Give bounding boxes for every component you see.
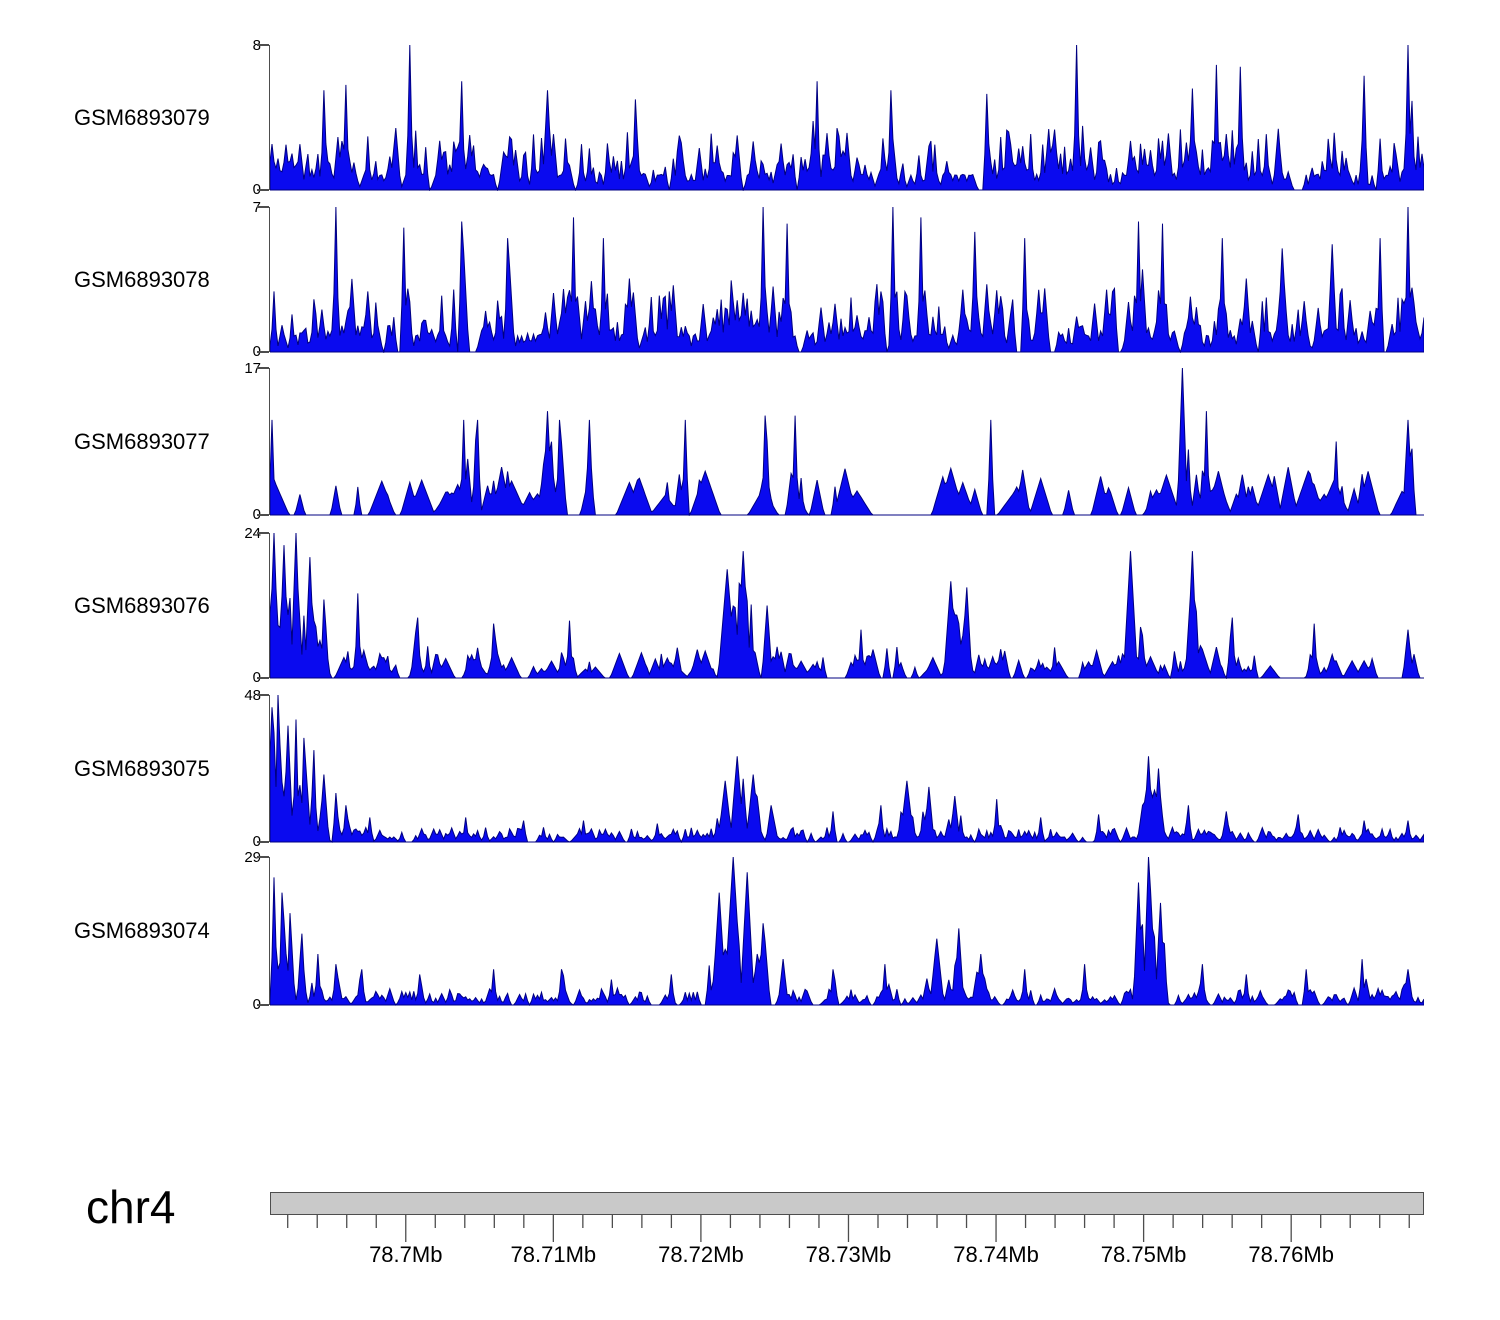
y-axis-line bbox=[268, 695, 270, 842]
y-axis-tick bbox=[256, 1004, 269, 1006]
y-max-label: 48 bbox=[244, 687, 261, 704]
y-axis-line bbox=[268, 368, 270, 515]
track-label: GSM6893075 bbox=[74, 755, 210, 781]
y-axis-line bbox=[268, 533, 270, 678]
axis-tick-label: 78.73Mb bbox=[806, 1242, 892, 1267]
y-axis-tick bbox=[256, 44, 269, 46]
y-max-label: 8 bbox=[191, 38, 261, 53]
axis-tick-label: 78.76Mb bbox=[1248, 1242, 1334, 1267]
y-min-label: 0 bbox=[191, 507, 261, 522]
y-axis-line bbox=[268, 857, 270, 1005]
y-axis-tick bbox=[256, 532, 269, 534]
track-label: GSM6893076 bbox=[74, 592, 210, 618]
y-min-label: 0 bbox=[191, 834, 261, 849]
y-axis-tick bbox=[256, 514, 269, 516]
y-min-label: 0 bbox=[191, 182, 261, 197]
axis-tick-label: 78.71Mb bbox=[511, 1242, 597, 1267]
signal-polygon bbox=[270, 45, 1424, 191]
signal-polygon bbox=[270, 857, 1424, 1006]
axis-tick-label: 78.75Mb bbox=[1101, 1242, 1187, 1267]
y-axis-line bbox=[268, 45, 270, 190]
y-axis-tick bbox=[256, 677, 269, 679]
y-max-label: 7 bbox=[191, 200, 261, 215]
y-axis-tick bbox=[256, 367, 269, 369]
chromosome-bar bbox=[270, 1192, 1424, 1215]
y-axis-tick bbox=[256, 841, 269, 843]
signal-polygon bbox=[270, 695, 1424, 843]
axis-tick-label: 78.74Mb bbox=[953, 1242, 1039, 1267]
y-max-label: 24 bbox=[244, 525, 261, 542]
y-min-label: 0 bbox=[191, 997, 261, 1012]
signal-polygon bbox=[270, 533, 1424, 679]
axis-tick-label: 78.7Mb bbox=[369, 1242, 442, 1267]
signal-area-GSM6893077 bbox=[270, 368, 1424, 516]
chromosome-label: chr4 bbox=[86, 1181, 176, 1233]
y-axis-tick bbox=[256, 694, 269, 696]
signal-polygon bbox=[270, 207, 1424, 353]
y-max-label: 29 bbox=[244, 849, 261, 866]
y-axis-tick bbox=[256, 856, 269, 858]
signal-area-GSM6893078 bbox=[270, 207, 1424, 353]
y-axis-tick bbox=[256, 206, 269, 208]
genome-axis-ruler: 78.7Mb 78.71Mb 78.72Mb 78.73Mb 78.74Mb 78.75M… bbox=[287, 1215, 1410, 1267]
signal-area-GSM6893074 bbox=[270, 857, 1424, 1006]
axis-tick-label: 78.72Mb bbox=[658, 1242, 744, 1267]
y-axis-tick bbox=[256, 189, 269, 191]
y-max-label: 17 bbox=[244, 360, 261, 377]
signal-area-GSM6893075 bbox=[270, 695, 1424, 843]
signal-polygon bbox=[270, 368, 1424, 516]
y-axis-line bbox=[268, 207, 270, 352]
track-label: GSM6893078 bbox=[74, 266, 210, 292]
track-label: GSM6893077 bbox=[74, 428, 210, 454]
y-axis-tick bbox=[256, 351, 269, 353]
track-label: GSM6893079 bbox=[74, 104, 210, 130]
y-min-label: 0 bbox=[191, 344, 261, 359]
y-min-label: 0 bbox=[191, 670, 261, 685]
track-label: GSM6893074 bbox=[74, 918, 210, 943]
signal-area-GSM6893076 bbox=[270, 533, 1424, 679]
signal-area-GSM6893079 bbox=[270, 45, 1424, 191]
